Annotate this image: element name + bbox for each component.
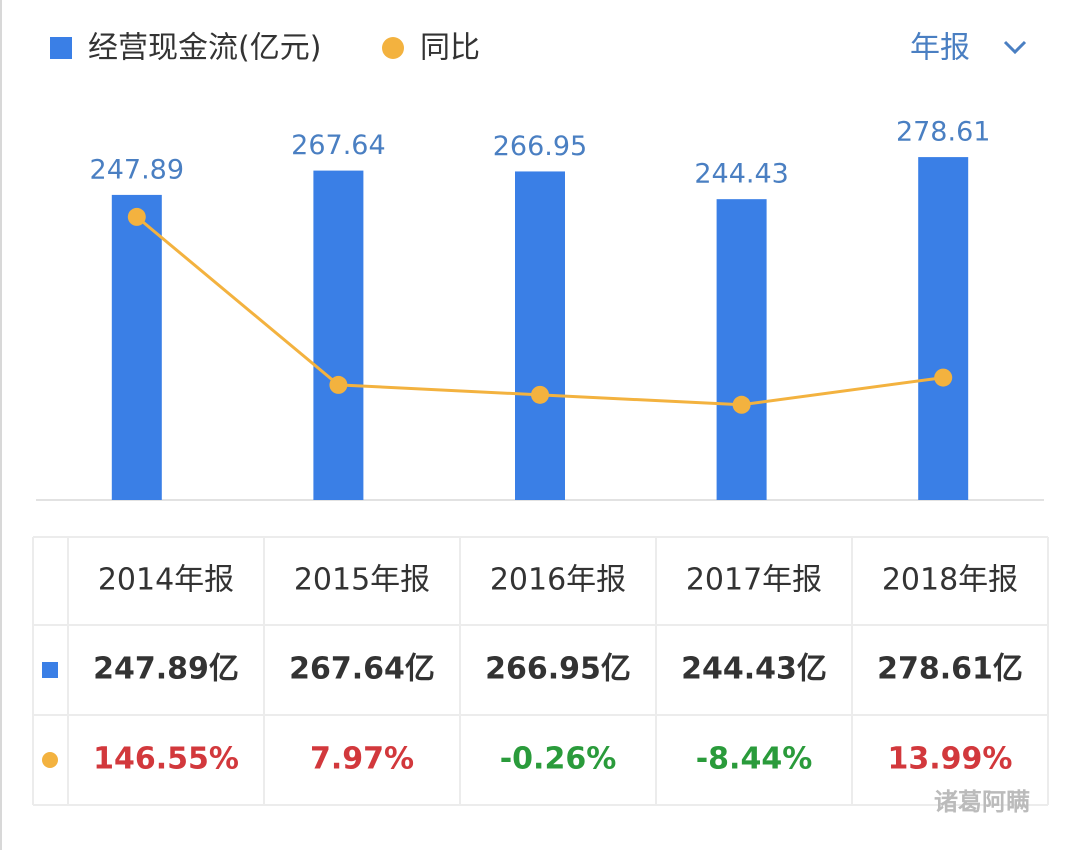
bar (716, 199, 767, 500)
bar (313, 170, 364, 500)
table-value: 146.55% (93, 742, 239, 777)
line-point (732, 395, 751, 414)
period-selector[interactable]: 年报 (910, 31, 970, 66)
legend-swatch-line (382, 37, 404, 59)
line-point (531, 385, 549, 404)
bar (918, 157, 969, 500)
table-header: 2017年报 (686, 563, 822, 598)
table-value: -8.44% (696, 742, 813, 777)
table-header: 2014年报 (98, 563, 234, 598)
line-point (329, 375, 348, 394)
data-label: 266.95 (493, 131, 587, 162)
period-dropdown[interactable]: 年报 (910, 31, 1027, 66)
data-label: 278.61 (896, 117, 990, 148)
row-icon-line (42, 752, 58, 768)
table-header: 2016年报 (490, 563, 626, 598)
table-header: 2015年报 (294, 563, 430, 598)
data-label: 244.43 (694, 159, 788, 190)
legend: 经营现金流(亿元) 同比 (50, 31, 480, 66)
line-point (127, 207, 146, 226)
table-value: 244.43亿 (681, 652, 827, 687)
legend-label: 同比 (420, 31, 480, 66)
row-icon-bar (42, 662, 58, 678)
table-value: 13.99% (888, 742, 1013, 777)
dropdown-chevron[interactable] (1003, 40, 1027, 55)
legend-swatch-bar (50, 37, 72, 59)
table-header: 2018年报 (882, 563, 1018, 598)
line-point (934, 368, 953, 387)
table-value: 267.64亿 (289, 652, 435, 687)
watermark: 诸葛阿瞒 (934, 788, 1030, 816)
table-value: -0.26% (500, 742, 617, 777)
table-value: 7.97% (310, 742, 414, 777)
bar (111, 194, 162, 501)
table-value: 278.61亿 (877, 652, 1023, 687)
table-value: 266.95亿 (485, 652, 631, 687)
data-table: 2014年报 2015年报 2016年报 2017年报 2018年报 247.89亿 267… (32, 536, 1049, 806)
legend-label: 经营现金流(亿元) (88, 31, 321, 66)
table-value: 247.89亿 (93, 652, 239, 687)
data-label: 247.89 (90, 154, 184, 185)
data-label: 267.64 (291, 130, 385, 161)
bar (515, 171, 565, 500)
